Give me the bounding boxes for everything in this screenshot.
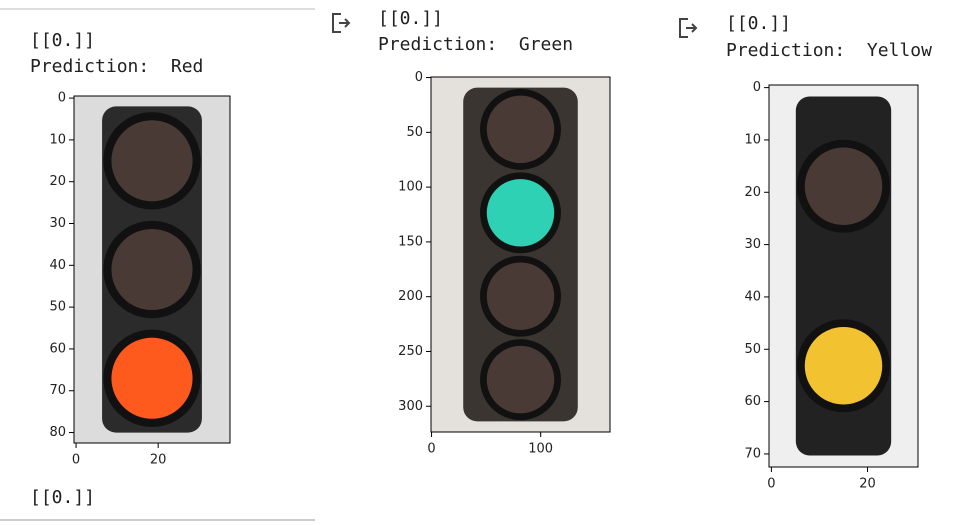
y-tick-label: 0	[753, 80, 761, 95]
y-tick-label: 50	[744, 342, 761, 357]
x-tick-label: 0	[72, 453, 80, 468]
lamp-lit	[804, 327, 883, 405]
cell-output: [[0.]]	[378, 8, 443, 29]
lamp	[486, 345, 555, 414]
y-tick-label: 10	[49, 132, 66, 147]
y-tick-label: 0	[415, 70, 423, 85]
lamp	[804, 147, 883, 225]
lamp	[111, 120, 193, 202]
y-tick-label: 60	[744, 394, 761, 409]
traffic-light-image	[74, 96, 230, 443]
y-tick-label: 100	[398, 180, 423, 195]
axes-frame	[768, 84, 919, 468]
output-icon[interactable]	[332, 13, 351, 33]
y-tick-label: 200	[398, 289, 423, 304]
axes-frame	[430, 76, 611, 433]
y-tick-label: 150	[398, 234, 423, 249]
prediction-text: Prediction: Yellow	[726, 40, 932, 61]
output-icon[interactable]	[679, 18, 698, 38]
y-tick-label: 30	[744, 237, 761, 252]
cell-output: [[0.]]	[30, 30, 95, 51]
y-tick-label: 300	[398, 399, 423, 414]
y-tick-label: 80	[49, 425, 66, 440]
lamp	[111, 228, 193, 311]
prediction-text: Prediction: Red	[30, 56, 203, 77]
cell-output: [[0.]]	[30, 487, 95, 508]
y-tick-label: 30	[49, 216, 66, 231]
y-tick-label: 10	[744, 132, 761, 147]
x-tick-label: 20	[859, 477, 876, 492]
traffic-light-image	[769, 85, 918, 467]
x-tick-label: 0	[427, 442, 435, 457]
y-tick-label: 70	[49, 383, 66, 398]
y-tick-label: 60	[49, 341, 66, 356]
y-tick-label: 70	[744, 446, 761, 461]
x-tick-label: 0	[767, 477, 775, 492]
y-tick-label: 0	[58, 91, 66, 106]
x-tick-label: 20	[150, 453, 167, 468]
y-tick-label: 20	[744, 185, 761, 200]
x-tick-label: 100	[528, 442, 553, 457]
cell-output: [[0.]]	[726, 13, 791, 34]
y-tick-label: 50	[406, 125, 423, 140]
lamp	[486, 262, 555, 330]
axes-frame	[73, 95, 231, 444]
y-tick-label: 40	[744, 289, 761, 304]
prediction-text: Prediction: Green	[378, 34, 573, 55]
y-tick-label: 20	[49, 174, 66, 189]
lamp-lit	[486, 179, 555, 247]
lamp-lit	[111, 337, 193, 419]
y-tick-label: 40	[49, 258, 66, 273]
light-housing	[463, 87, 578, 422]
y-tick-label: 250	[398, 344, 423, 359]
lamp	[486, 95, 555, 164]
y-tick-label: 50	[49, 300, 66, 315]
traffic-light-image	[431, 77, 610, 432]
